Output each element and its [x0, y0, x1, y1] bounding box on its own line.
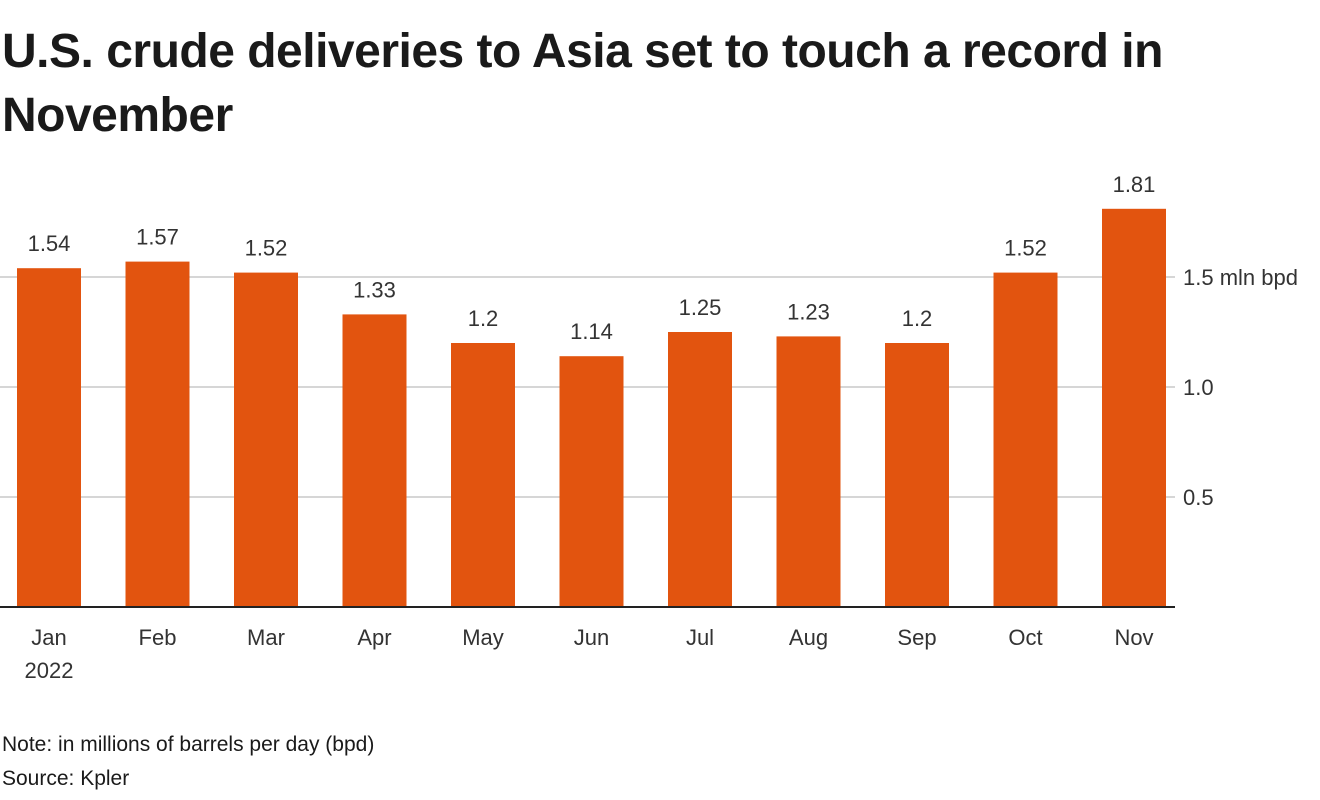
bar: [776, 336, 841, 607]
bar-value-label: 1.33: [353, 277, 396, 302]
bar-value-label: 1.2: [468, 306, 499, 331]
x-tick-label: Jan: [31, 625, 66, 650]
x-tick-sublabel: 2022: [25, 658, 74, 683]
bar: [993, 272, 1058, 607]
chart-source: Source: Kpler: [2, 767, 130, 790]
x-tick-label: Aug: [789, 625, 828, 650]
bar: [125, 261, 190, 607]
x-tick-label: Mar: [247, 625, 285, 650]
x-tick-label: Nov: [1114, 625, 1153, 650]
bar: [234, 272, 298, 607]
chart-note: Note: in millions of barrels per day (bp…: [2, 733, 375, 756]
bar-value-label: 1.57: [136, 225, 179, 250]
x-tick-label: Jul: [686, 625, 714, 650]
x-tick-label: Jun: [574, 625, 609, 650]
bar-value-label: 1.54: [28, 231, 71, 256]
bar: [559, 356, 624, 607]
bar: [668, 332, 732, 607]
bar-value-labels: 1.54 1.57 1.52 1.33 1.2 1.14 1.25 1.23 1.2 1.52 1.…: [28, 172, 1156, 344]
bar: [17, 268, 81, 607]
bar: [885, 343, 949, 607]
x-tick-label: Apr: [357, 625, 391, 650]
bar-value-label: 1.14: [570, 319, 613, 344]
axes: 0.5 1.0 1.5 mln bpd Jan 2022 Feb Mar Apr May Jun J…: [0, 265, 1298, 683]
bar: [342, 314, 407, 607]
x-tick-label: Feb: [139, 625, 177, 650]
x-tick-label: Sep: [897, 625, 936, 650]
bar-value-label: 1.81: [1113, 172, 1156, 197]
bar: [451, 343, 515, 607]
bar-value-label: 1.23: [787, 299, 830, 324]
chart-title: U.S. crude deliveries to Asia set to tou…: [2, 25, 1163, 142]
y-tick-label: 0.5: [1183, 485, 1214, 510]
bar-value-label: 1.2: [902, 306, 933, 331]
x-tick-label: Oct: [1008, 625, 1042, 650]
bar-value-label: 1.52: [245, 236, 288, 261]
y-tick-label: 1.5 mln bpd: [1183, 265, 1298, 290]
bars: [17, 208, 1166, 608]
x-tick-label: May: [462, 625, 504, 650]
bar-value-label: 1.52: [1004, 236, 1047, 261]
bar-value-label: 1.25: [679, 295, 722, 320]
y-tick-label: 1.0: [1183, 375, 1214, 400]
bar: [1102, 208, 1166, 608]
